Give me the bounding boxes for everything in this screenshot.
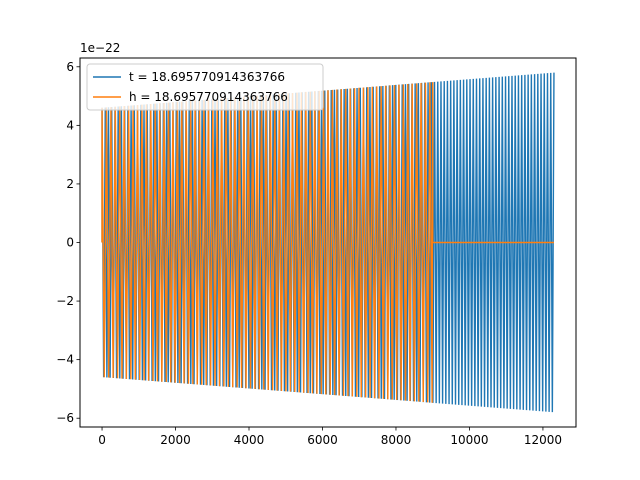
legend-label: h = 18.695770914363766 xyxy=(129,90,288,104)
y-tick-label: 2 xyxy=(66,177,74,191)
x-tick-label: 2000 xyxy=(160,433,191,447)
series-layer xyxy=(101,72,555,413)
y-tick-label: −6 xyxy=(56,411,74,425)
y-tick-label: −2 xyxy=(56,294,74,308)
x-tick-label: 12000 xyxy=(524,433,562,447)
x-tick-label: 10000 xyxy=(450,433,488,447)
series-line-1 xyxy=(101,82,554,403)
x-tick-label: 8000 xyxy=(381,433,412,447)
legend-label: t = 18.695770914363766 xyxy=(129,70,285,84)
y-tick-label: −4 xyxy=(56,353,74,367)
x-axis: 0 2000 4000 6000 8000 10000 12000 xyxy=(98,427,562,447)
y-axis: −6 −4 −2 0 2 4 6 xyxy=(56,60,80,425)
x-tick-label: 6000 xyxy=(307,433,338,447)
x-tick-label: 4000 xyxy=(234,433,265,447)
legend-box xyxy=(86,63,324,111)
y-offset-label: 1e−22 xyxy=(80,41,120,55)
legend: t = 18.695770914363766 h = 18.69577091436… xyxy=(86,63,324,111)
y-tick-label: 0 xyxy=(66,236,74,250)
y-tick-label: 4 xyxy=(66,118,74,132)
x-tick-label: 0 xyxy=(98,433,106,447)
y-tick-label: 6 xyxy=(66,60,74,74)
